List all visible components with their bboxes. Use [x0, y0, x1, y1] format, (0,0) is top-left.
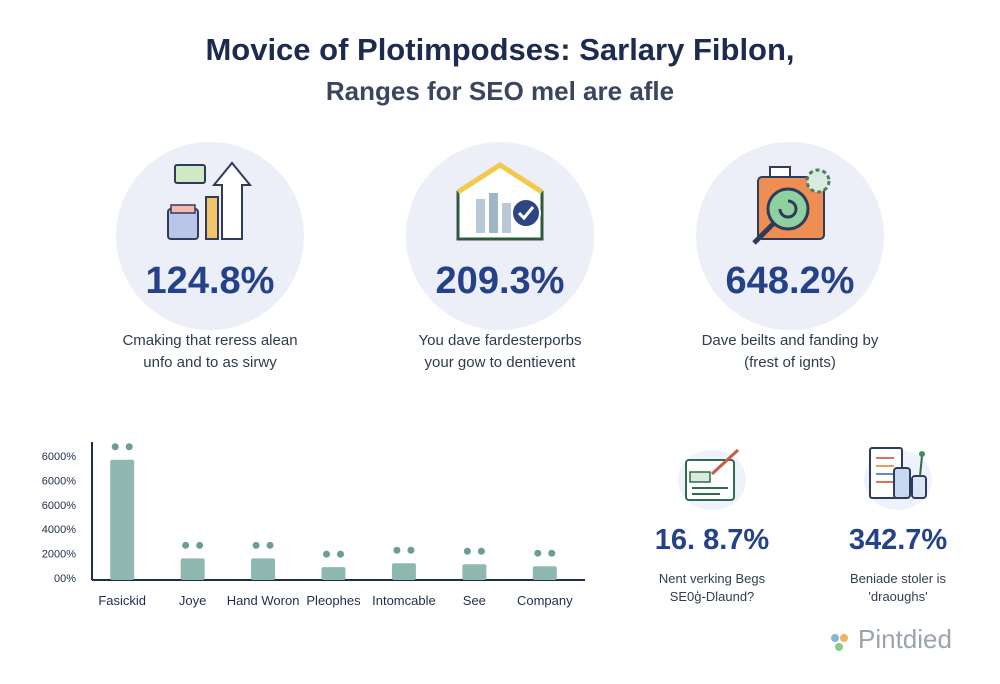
- stat-caption-2-line-1: You dave fardesterporbs: [418, 332, 582, 349]
- y-tick-label: 6000%: [42, 451, 76, 463]
- mini-caption-2-line-1: Beniade stoler is: [849, 571, 947, 586]
- page-title: Movice of Plotimpodses: Sarlary Fiblon,: [205, 32, 795, 67]
- bar-hand-woron: [251, 558, 276, 580]
- bars-group: [110, 443, 557, 580]
- x-tick-label: Joye: [179, 593, 206, 608]
- y-tick-label: 2000%: [42, 549, 76, 561]
- growth-chart-icon: [167, 161, 253, 240]
- brand-name: Pintdied: [858, 624, 952, 654]
- mini-caption-1: Nent verking Begs SE0ģ-Dlaund?: [632, 570, 792, 606]
- stat-caption-3-line-2: (frest of ignts): [744, 354, 836, 371]
- mini-value-2: 342.7%: [848, 524, 948, 556]
- mini-value-1: 16. 8.7%: [654, 524, 770, 556]
- bar-marker: [182, 541, 190, 549]
- bar-marker: [477, 547, 485, 555]
- bar-marker: [323, 550, 330, 558]
- magnifier-gear-icon: [752, 166, 831, 245]
- x-axis-labels: Fasickid Joye Hand Woron Pleophes Intomcable…: [98, 593, 573, 608]
- mini-caption-2: Beniade stoler is 'draoughs': [818, 570, 978, 606]
- stat-caption-3: Dave beilts and fanding by (frest of ign…: [670, 330, 910, 374]
- page-subtitle: Ranges for SEO mel are afle: [325, 76, 675, 106]
- x-tick-label: See: [463, 593, 486, 608]
- brand-logo-icon: [831, 634, 848, 651]
- stat-value-3: 648.2%: [725, 260, 855, 302]
- x-tick-label: Pleophes: [306, 593, 361, 608]
- stat-caption-2-line-2: your gow to dentievent: [424, 354, 576, 371]
- y-tick-label: 6000%: [42, 475, 76, 487]
- mini-caption-1-line-2: SE0ģ-Dlaund?: [669, 589, 755, 604]
- y-tick-label: 6000%: [42, 500, 76, 512]
- x-tick-label: Hand Woron: [227, 593, 300, 608]
- bar-marker: [534, 549, 542, 557]
- bar-marker: [196, 541, 204, 549]
- x-tick-label: Fasickid: [98, 593, 146, 608]
- stat-caption-3-line-1: Dave beilts and fanding by: [701, 332, 879, 349]
- checklist-cups-icon: [864, 447, 932, 510]
- house-chart-check-icon: [456, 162, 544, 241]
- bar-joye: [180, 558, 205, 580]
- mini-caption-2-line-2: 'draoughs': [868, 589, 928, 604]
- bar-marker: [252, 541, 260, 549]
- bar-marker: [125, 443, 133, 451]
- stat-caption-2: You dave fardesterporbs your gow to dent…: [380, 330, 620, 374]
- bar-chart: 6000% 6000% 6000% 4000% 2000% 00% Fasickid Joy…: [42, 442, 585, 608]
- bar-fasickid: [110, 459, 135, 580]
- x-tick-label: Company: [517, 593, 573, 608]
- stat-value-1: 124.8%: [145, 260, 275, 302]
- stat-caption-1-line-2: unfo and to as sirwy: [143, 354, 277, 371]
- stat-value-2: 209.3%: [435, 260, 565, 302]
- y-tick-label: 00%: [54, 573, 76, 585]
- x-tick-label: Intomcable: [372, 593, 436, 608]
- bar-intomcable: [391, 563, 416, 580]
- y-axis-ticks: 6000% 6000% 6000% 4000% 2000% 00%: [42, 451, 76, 585]
- bar-see: [462, 564, 487, 580]
- y-tick-label: 4000%: [42, 524, 76, 536]
- mini-caption-1-line-1: Nent verking Begs: [658, 571, 766, 586]
- bar-marker: [463, 547, 471, 555]
- document-edit-icon: [678, 448, 746, 510]
- stat-caption-1: Cmaking that reress alean unfo and to as…: [90, 330, 330, 374]
- brand-watermark: Pintdied: [828, 622, 978, 658]
- bar-marker: [393, 546, 401, 554]
- bar-marker: [337, 550, 344, 558]
- bar-marker: [266, 541, 274, 549]
- bar-pleophes: [321, 567, 346, 580]
- bar-marker: [111, 443, 119, 451]
- stat-caption-1-line-1: Cmaking that reress alean: [122, 332, 298, 349]
- bar-company: [532, 566, 557, 580]
- bar-marker: [548, 549, 556, 557]
- bar-marker: [407, 546, 415, 554]
